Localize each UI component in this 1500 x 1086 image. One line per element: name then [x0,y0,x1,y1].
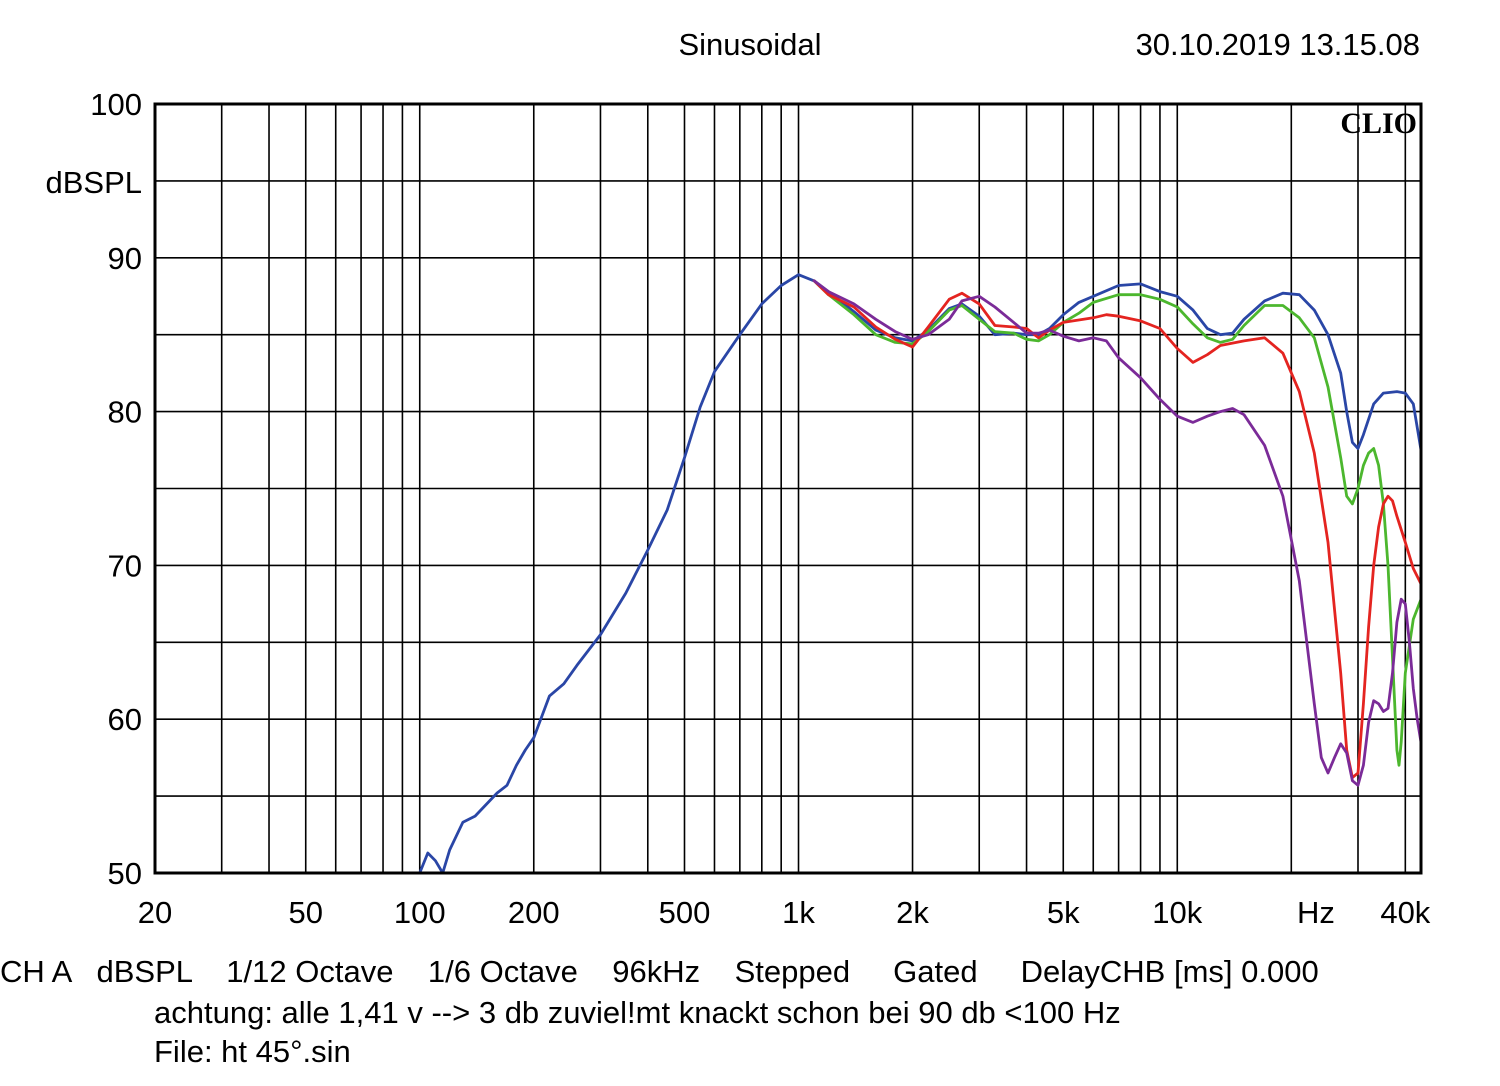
x-tick-labels: 20 50 100 200 500 1k 2k 5k 10k 40k [138,895,1431,930]
response-curve-1 [418,273,1421,873]
measurement-timestamp: 30.10.2019 13.15.08 [1136,27,1420,62]
note-line: achtung: alle 1,41 v --> 3 db zuviel!mt … [154,995,1121,1030]
plot-grid [155,104,1421,873]
clio-logo: CLIO [1340,107,1417,140]
measurement-mode: Sinusoidal [678,27,821,62]
y-tick-label: 50 [108,856,142,891]
x-tick-label: 5k [1047,895,1080,930]
x-tick-label: 1k [782,895,815,930]
x-tick-label: 50 [288,895,322,930]
plot-series [418,273,1421,873]
y-tick-label: 90 [108,241,142,276]
y-tick-label: 70 [108,548,142,583]
x-tick-label: 10k [1152,895,1202,930]
y-tick-label: 60 [108,702,142,737]
file-line: File: ht 45°.sin [154,1034,351,1069]
x-tick-label: 100 [394,895,446,930]
y-tick-labels: 100 90 80 70 60 50 [90,87,142,891]
y-axis-title: dBSPL [45,165,142,200]
x-tick-label: 200 [508,895,560,930]
x-tick-label: 500 [659,895,711,930]
x-tick-label: 40k [1380,895,1430,930]
y-tick-label: 100 [90,87,142,122]
x-tick-label: 2k [896,895,929,930]
response-curve-4 [812,279,1421,787]
response-curve-2 [812,279,1421,767]
response-curve-3 [812,279,1421,779]
x-axis-unit: Hz [1297,895,1335,930]
x-tick-label: 20 [138,895,172,930]
plot-frame [153,102,1423,875]
settings-line: CH A dBSPL 1/12 Octave 1/6 Octave 96kHz … [0,954,1319,989]
y-tick-label: 80 [108,395,142,430]
